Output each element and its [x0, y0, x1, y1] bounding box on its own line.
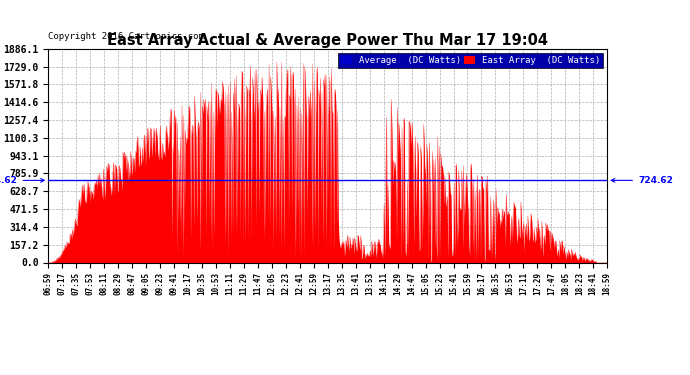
Text: 724.62: 724.62	[611, 176, 673, 185]
Text: 724.62: 724.62	[0, 176, 44, 185]
Legend: Average  (DC Watts), East Array  (DC Watts): Average (DC Watts), East Array (DC Watts…	[338, 53, 602, 68]
Title: East Array Actual & Average Power Thu Mar 17 19:04: East Array Actual & Average Power Thu Ma…	[107, 33, 549, 48]
Text: Copyright 2016 Cartronics.com: Copyright 2016 Cartronics.com	[48, 32, 204, 41]
